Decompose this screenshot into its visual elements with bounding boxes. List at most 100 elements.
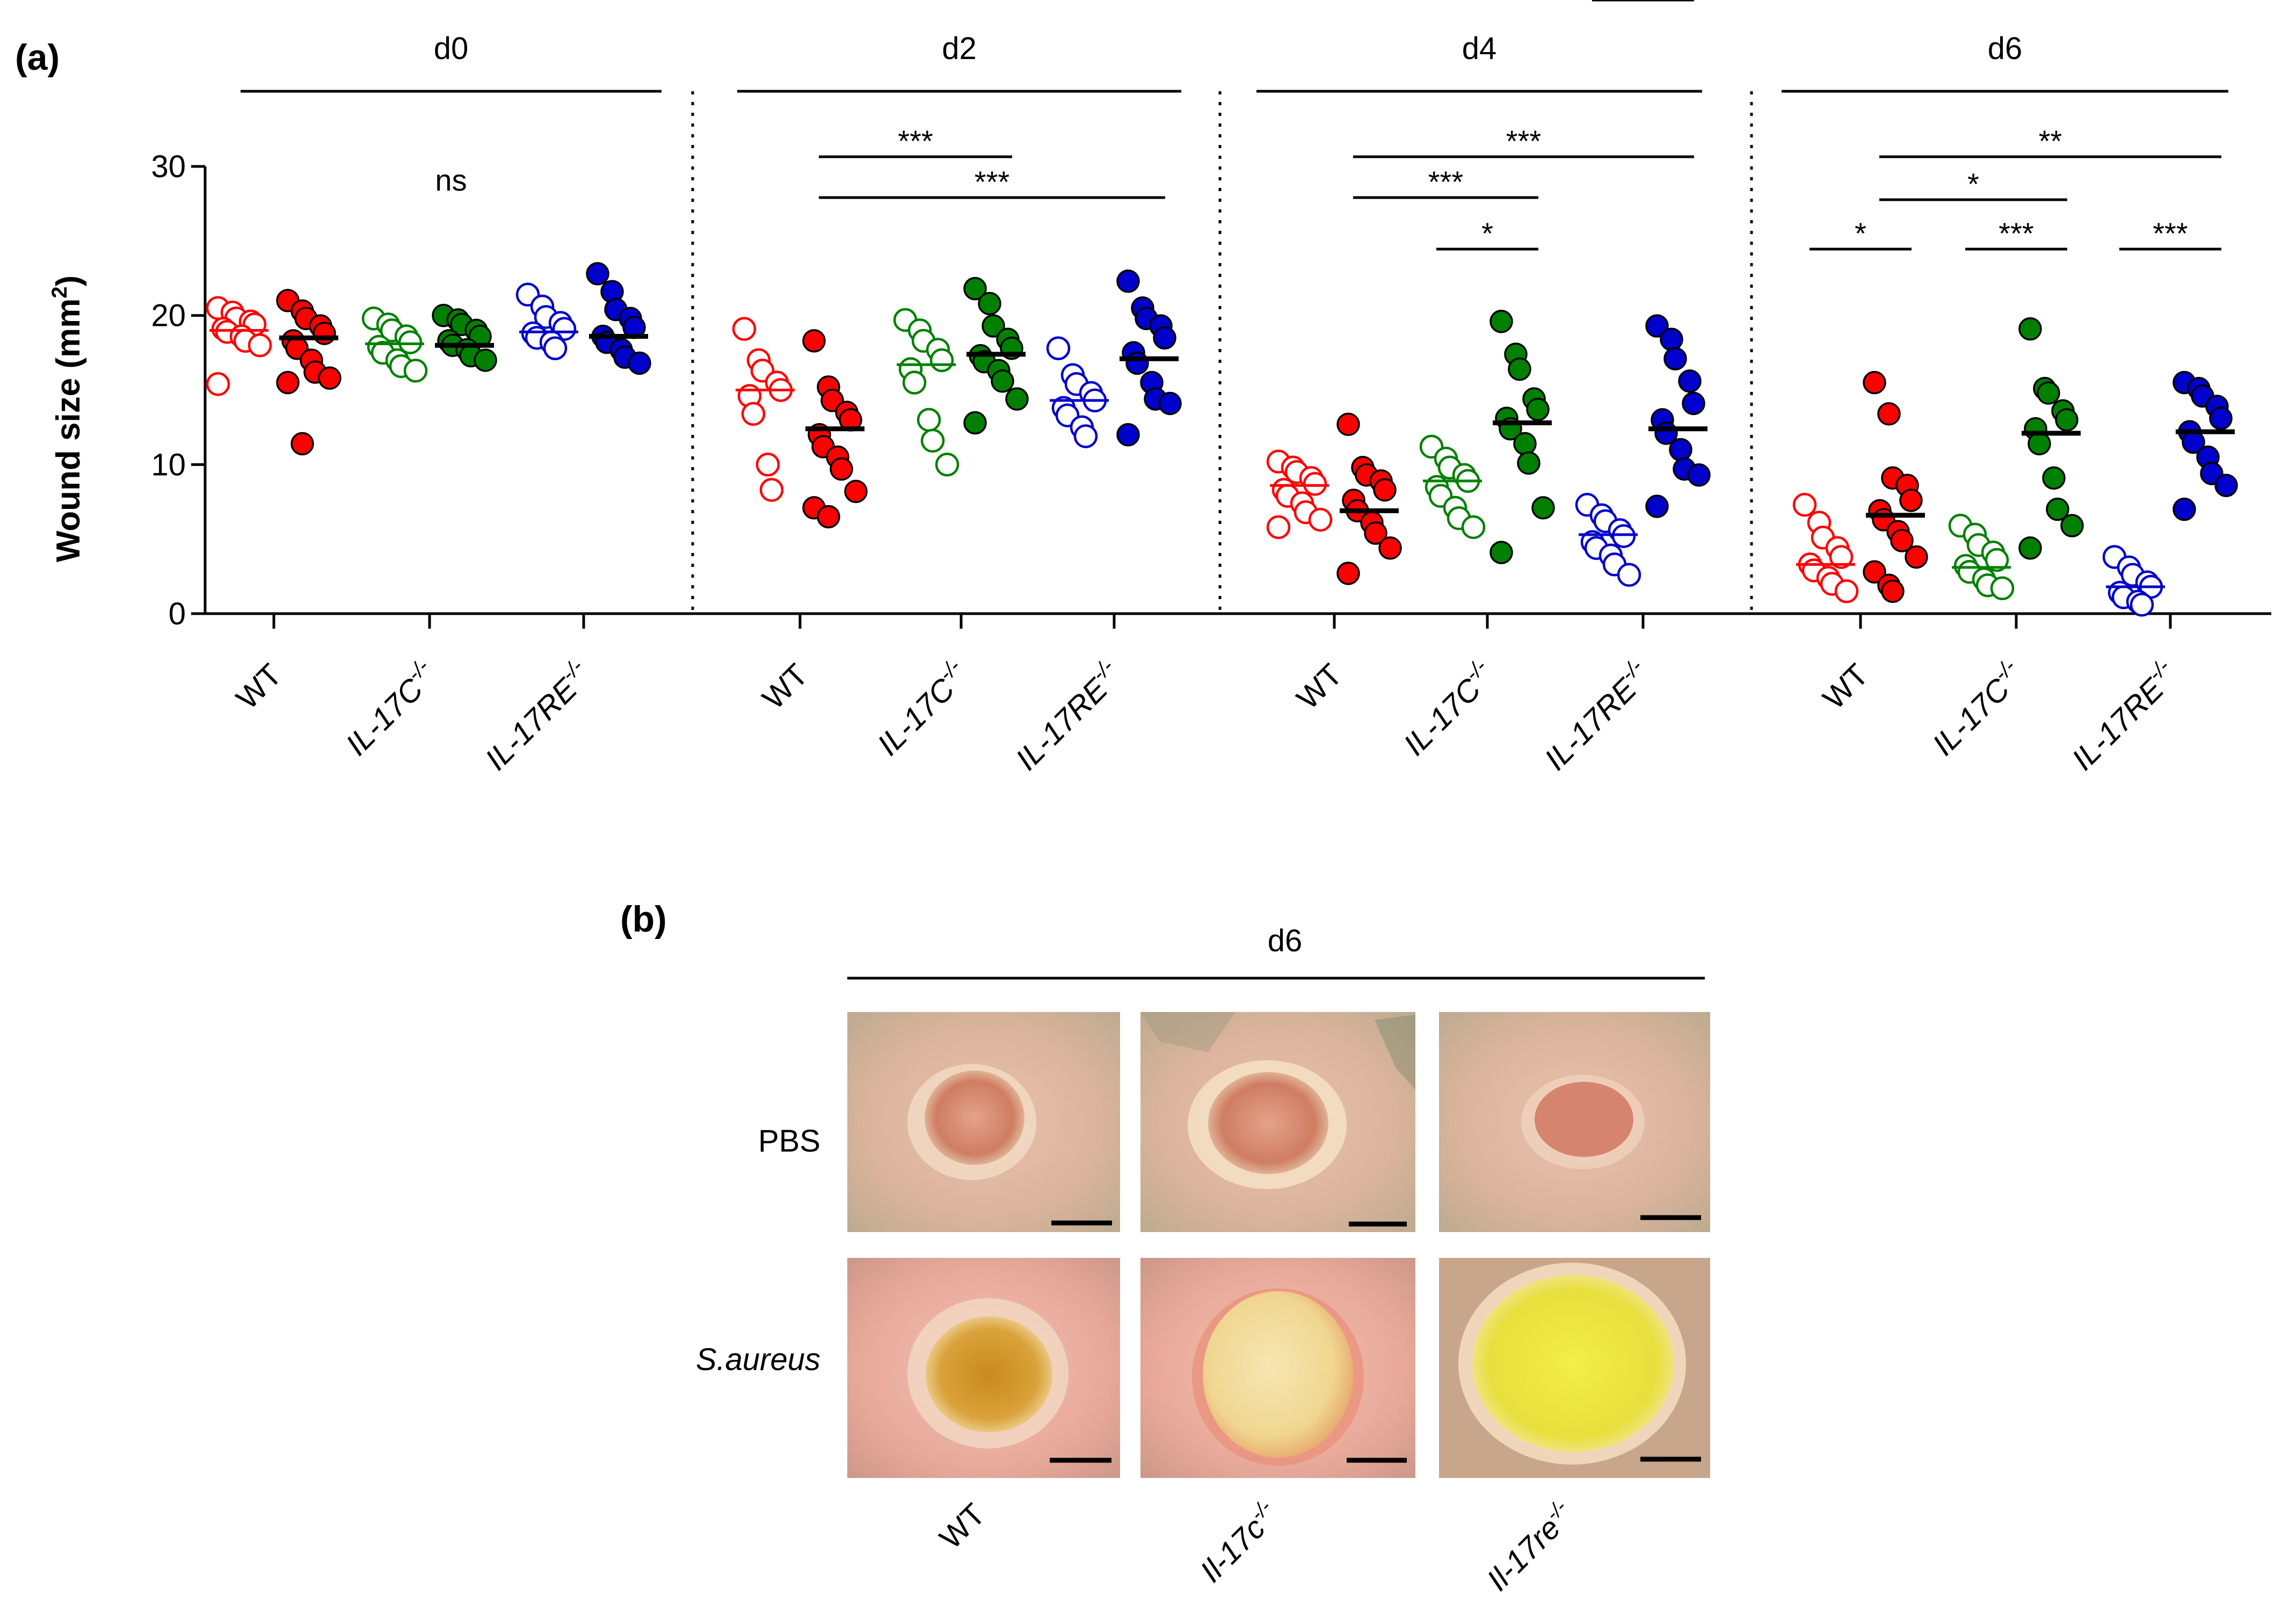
- data-point: [290, 432, 314, 456]
- data-point: [1308, 507, 1333, 532]
- significance-label: ***: [1506, 124, 1541, 158]
- photo-pbs-wt: [847, 1012, 1120, 1232]
- data-point: [2046, 497, 2069, 521]
- scatter-chart: 0 10 20 30 d0 WT IL-17C-/- IL-17RE-/- ns d2 WT IL-1…: [151, 0, 2271, 777]
- data-point: [963, 276, 987, 301]
- x-tick-label-base: WT: [1290, 657, 1349, 716]
- x-tick-label-base: WT: [229, 657, 288, 716]
- data-point: [1364, 521, 1387, 545]
- data-point: [1005, 387, 1029, 411]
- data-point: [248, 333, 272, 358]
- data-point: [1517, 451, 1540, 475]
- data-point: [1990, 576, 2015, 601]
- data-point: [1645, 314, 1669, 338]
- x-tick-label-1: IL-17C-/-: [1394, 654, 1502, 762]
- data-point: [982, 314, 1005, 338]
- photo-saureus-il17re: [1439, 1258, 1710, 1478]
- data-point: [1046, 336, 1071, 361]
- significance-label: ***: [1999, 216, 2033, 250]
- x-tick-label-text: IL-17RE-/-: [476, 654, 598, 777]
- data-point: [755, 453, 780, 477]
- row-label-pbs: PBS: [758, 1124, 820, 1159]
- x-tick-label-0: WT: [1816, 657, 1875, 716]
- column-label-il17c: Il-17c-/-: [1194, 1496, 1276, 1589]
- y-tick-label: 10: [151, 447, 186, 482]
- y-axis-title: Wound size (mm2): [48, 275, 87, 562]
- significance-label: **: [2039, 124, 2062, 158]
- data-point: [2055, 408, 2079, 432]
- data-point: [1526, 397, 1550, 421]
- significance-label: *: [1855, 216, 1866, 250]
- svg-text:Il-17re-/-: Il-17re-/-: [1479, 1496, 1581, 1598]
- x-tick-label-text: IL-17C-/-: [336, 654, 444, 762]
- data-point: [628, 351, 651, 375]
- x-tick-label-text: IL-17RE-/-: [1006, 654, 1129, 777]
- x-tick-label-base: IL-17C: [1397, 671, 1488, 762]
- data-point: [543, 336, 568, 361]
- data-point: [917, 407, 941, 432]
- data-point: [1834, 579, 1859, 603]
- data-point: [1461, 515, 1486, 540]
- data-point: [817, 505, 840, 529]
- day-label-d4: d4: [1462, 31, 1497, 66]
- data-point: [1663, 347, 1687, 370]
- data-point: [1153, 326, 1176, 350]
- data-point: [313, 322, 336, 345]
- data-point: [1378, 536, 1402, 560]
- data-point: [1678, 369, 1702, 393]
- panel-a-letter: (a): [15, 37, 60, 78]
- x-tick-label-0: WT: [229, 657, 288, 716]
- data-point: [1336, 562, 1360, 585]
- data-point: [1266, 515, 1291, 540]
- data-point: [978, 292, 1001, 316]
- data-point: [1682, 391, 1705, 416]
- data-point: [398, 330, 423, 354]
- data-point: [1531, 496, 1555, 520]
- data-point: [1073, 424, 1098, 448]
- data-point: [1863, 560, 1886, 584]
- y-axis-label: Wound size (mm2): [48, 275, 87, 562]
- data-point: [1792, 493, 1817, 517]
- significance-label: ***: [2153, 216, 2188, 250]
- x-tick-label-2: IL-17RE-/-: [1535, 654, 1658, 777]
- significance-label: ns: [435, 163, 467, 197]
- data-point: [1508, 357, 1531, 381]
- data-point: [1881, 579, 1905, 603]
- x-tick-label-text: WT: [1816, 657, 1875, 716]
- data-point: [206, 372, 230, 396]
- data-point: [474, 348, 497, 372]
- data-point: [732, 317, 757, 341]
- data-point: [802, 329, 826, 353]
- data-point: [1336, 412, 1360, 436]
- data-point: [1669, 438, 1692, 462]
- data-point: [2172, 497, 2196, 521]
- x-tick-label-text: IL-17C-/-: [1394, 654, 1502, 762]
- x-tick-label-text: WT: [755, 657, 815, 716]
- column-label-il17re: Il-17re-/-: [1479, 1496, 1581, 1598]
- data-point: [1489, 541, 1513, 564]
- data-point: [741, 402, 766, 426]
- x-tick-label-text: WT: [1290, 657, 1349, 716]
- x-tick-label-2: IL-17RE-/-: [2065, 654, 2174, 777]
- day-label-d0: d0: [434, 31, 469, 66]
- significance-label: ***: [898, 124, 933, 158]
- panel-b-letter: (b): [620, 899, 667, 940]
- significance-label: ***: [975, 165, 1009, 199]
- data-point: [935, 453, 960, 477]
- data-point: [844, 479, 868, 504]
- data-point: [318, 366, 341, 390]
- x-tick-label-1: IL-17C-/-: [870, 654, 965, 762]
- data-point: [1373, 478, 1397, 502]
- data-point: [2018, 536, 2042, 560]
- photo-pbs-il17c: [1140, 1012, 1415, 1232]
- y-tick-label: 30: [151, 149, 186, 184]
- panel-b-day-label: d6: [1268, 923, 1303, 958]
- x-tick-label-base: IL-17C: [870, 671, 962, 762]
- data-point: [2018, 317, 2042, 341]
- x-tick-label-base: IL-17C: [1925, 671, 2017, 762]
- data-point: [586, 262, 609, 286]
- data-point: [1877, 402, 1901, 426]
- data-point: [1687, 463, 1711, 487]
- x-tick-label-text: IL-17RE-/-: [1535, 654, 1658, 777]
